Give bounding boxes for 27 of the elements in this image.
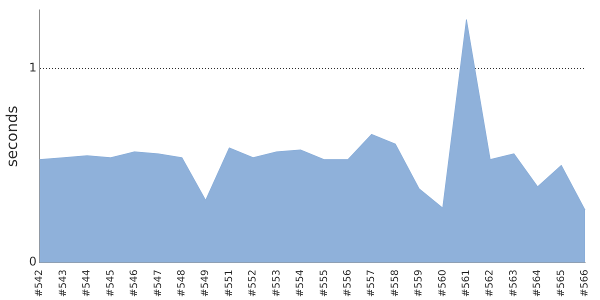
x-tick-label: #556 — [342, 270, 354, 298]
x-tick-label: #549 — [200, 270, 212, 298]
x-tick-label: #553 — [271, 270, 282, 298]
x-tick-label: #565 — [556, 270, 567, 298]
y-tick-label: 1 — [28, 60, 37, 75]
y-axis-title: seconds — [2, 106, 21, 168]
x-tick-label: #559 — [414, 270, 425, 298]
x-tick-label: #552 — [248, 270, 259, 298]
x-tick-label: #544 — [82, 270, 93, 298]
x-tick-label: #558 — [390, 270, 401, 298]
x-tick-label: #562 — [484, 270, 496, 298]
x-tick-label: #564 — [532, 270, 544, 298]
x-tick-label: #548 — [176, 270, 188, 298]
x-tick-label: #560 — [437, 270, 448, 298]
x-tick-label: #554 — [295, 270, 306, 298]
x-tick-label: #557 — [366, 270, 378, 298]
x-tick-label: #545 — [105, 270, 116, 298]
x-tick-label: #547 — [152, 270, 164, 298]
x-tick-label: #566 — [580, 270, 591, 298]
x-tick-label: #542 — [34, 270, 46, 298]
y-tick-label: 0 — [28, 254, 37, 269]
x-tick-label: #546 — [129, 270, 140, 298]
x-tick-label: #563 — [508, 270, 520, 298]
x-tick-label: #551 — [224, 270, 235, 298]
x-tick-label: #555 — [318, 270, 330, 298]
x-tick-label: #561 — [461, 270, 472, 298]
x-tick-label: #543 — [58, 270, 69, 298]
